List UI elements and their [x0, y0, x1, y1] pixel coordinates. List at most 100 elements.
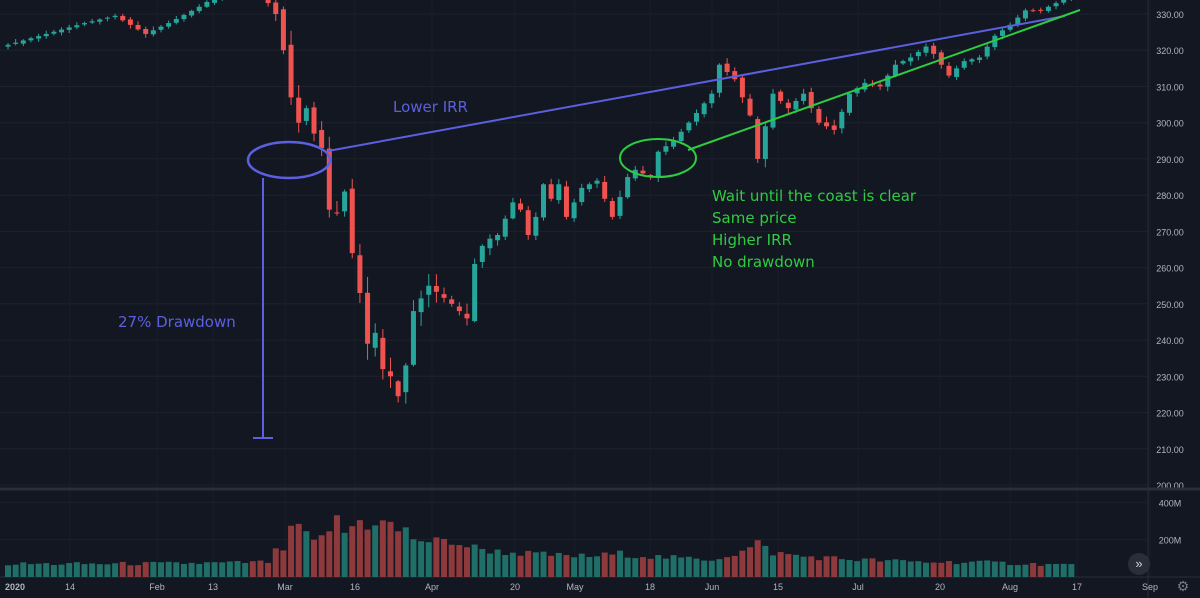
volume-bar: [20, 562, 27, 577]
candle-body: [464, 313, 470, 319]
candle-body: [59, 29, 65, 33]
candle-body: [104, 17, 110, 19]
price-tick-label: 310.00: [1156, 82, 1184, 92]
candle-body: [762, 126, 768, 159]
candle-body: [541, 184, 546, 218]
candle-body: [571, 202, 577, 219]
candle-body: [13, 42, 19, 44]
wait-annotation-line: No drawdown: [712, 253, 815, 271]
volume-bar: [578, 553, 585, 577]
volume-bar: [486, 553, 493, 577]
candle-body: [1045, 6, 1051, 11]
higher-irr-trendline: [687, 9, 1081, 151]
volume-bar: [135, 565, 142, 577]
candle-body: [1000, 30, 1005, 36]
volume-bar: [395, 531, 402, 577]
candle-body: [166, 23, 172, 27]
time-tick-label: 2020: [5, 582, 25, 592]
price-tick-label: 260.00: [1156, 264, 1184, 274]
volume-bar: [647, 558, 654, 577]
price-tick-label: 210.00: [1156, 445, 1184, 455]
candle-body: [143, 29, 149, 34]
candle-body: [319, 130, 325, 149]
candle-body: [755, 119, 761, 159]
candle-body: [97, 19, 103, 22]
candle-body: [518, 203, 524, 210]
volume-bar: [685, 556, 692, 577]
time-tick-label: Jul: [852, 582, 864, 592]
candle-body: [724, 63, 730, 72]
price-tick-label: 250.00: [1156, 300, 1184, 310]
volume-bar: [372, 525, 379, 577]
candle-body: [395, 381, 401, 397]
volume-bar: [326, 531, 333, 577]
volume-bar: [731, 555, 738, 577]
volume-bar: [815, 560, 822, 577]
volume-bar: [624, 557, 631, 577]
volume-bar: [594, 556, 601, 577]
volume-bar: [655, 555, 662, 577]
volume-bars: [5, 515, 1075, 577]
time-tick-label: 17: [1072, 582, 1082, 592]
time-tick-label: Feb: [149, 582, 165, 592]
candle-body: [548, 184, 554, 199]
candle-body: [961, 61, 967, 68]
time-tick-label: 16: [350, 582, 360, 592]
volume-bar: [456, 545, 463, 577]
candle-body: [977, 57, 983, 60]
volume-bar: [854, 561, 861, 577]
volume-tick-label: 200M: [1159, 536, 1182, 546]
volume-bar: [127, 565, 134, 577]
price-tick-label: 220.00: [1156, 409, 1184, 419]
scroll-to-realtime-button[interactable]: »: [1128, 553, 1150, 575]
volume-bar: [930, 562, 937, 577]
time-tick-label: Jun: [705, 582, 720, 592]
candle-body: [885, 75, 891, 87]
candle-body: [280, 9, 286, 51]
volume-bar: [785, 554, 792, 577]
candle-body: [349, 188, 355, 254]
candle-body: [265, 0, 271, 4]
volume-bar: [464, 547, 470, 577]
volume-bar: [234, 561, 241, 577]
candle-body: [785, 102, 791, 109]
volume-bar: [945, 561, 952, 577]
volume-bar: [869, 558, 876, 577]
volume-bar: [295, 523, 302, 577]
time-tick-label: 14: [65, 582, 75, 592]
chart-settings-button[interactable]: ⚙: [1172, 576, 1194, 596]
candle-body: [831, 125, 837, 130]
candle-body: [472, 263, 478, 322]
volume-bar: [532, 552, 539, 577]
candle-body: [135, 25, 141, 30]
lower-irr-trendline: [327, 15, 1066, 152]
candle-body: [403, 365, 409, 393]
price-tick-label: 270.00: [1156, 227, 1184, 237]
candle-body: [1015, 17, 1021, 25]
volume-bar: [35, 563, 42, 577]
candle-body: [892, 64, 898, 76]
candle-body: [640, 170, 646, 174]
price-tick-label: 300.00: [1156, 119, 1184, 129]
time-tick-label: 20: [510, 582, 520, 592]
candle-body: [189, 10, 195, 16]
volume-bar: [1030, 562, 1037, 577]
volume-bar: [433, 537, 440, 577]
candle-body: [495, 235, 501, 241]
volume-bar: [425, 542, 432, 577]
volume-bar: [823, 556, 830, 577]
volume-bar: [548, 555, 555, 577]
wait-annotation-line: Higher IRR: [712, 231, 792, 249]
time-tick-label: Sep: [1142, 582, 1158, 592]
volume-bar: [1022, 564, 1029, 577]
wait-annotation-line: Wait until the coast is clear: [712, 187, 917, 205]
volume-bar: [838, 559, 845, 577]
candle-body: [563, 186, 569, 217]
volume-bar: [968, 561, 975, 577]
candle-body: [586, 184, 592, 190]
candle-body: [1030, 10, 1036, 12]
candle-body: [525, 210, 531, 236]
volume-bar: [525, 550, 532, 577]
volume-bar: [984, 560, 991, 577]
candle-body: [441, 294, 447, 298]
